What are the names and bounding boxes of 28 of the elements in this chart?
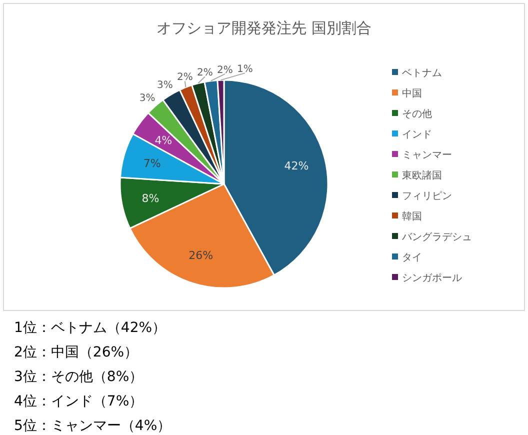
legend-label: インド xyxy=(402,130,432,140)
data-label: 42% xyxy=(284,159,309,172)
legend-label: バングラデシュ xyxy=(401,232,472,243)
data-label: 3% xyxy=(139,92,156,104)
chart-title: オフショア開発発注先 国別割合 xyxy=(156,19,372,37)
data-label: 1% xyxy=(237,64,253,76)
legend-label: 中国 xyxy=(402,88,422,100)
text: 2位：中国（26%） xyxy=(14,344,138,360)
data-label: 26% xyxy=(188,249,214,262)
text: 1位：ベトナム（42%） xyxy=(14,320,166,336)
legend-label: ベトナム xyxy=(402,68,442,79)
data-label: 2% xyxy=(217,64,233,76)
data-label: 7% xyxy=(143,157,161,170)
data-label: 3% xyxy=(157,80,173,92)
text: 5位：ミャンマー（4%） xyxy=(14,418,172,434)
data-label: 8% xyxy=(142,192,160,206)
legend-label: 東欧諸国 xyxy=(402,170,442,182)
data-label: 2% xyxy=(177,72,193,84)
legend-label: ミャンマー xyxy=(402,150,452,161)
data-label: 2% xyxy=(197,68,213,79)
text: 4位：インド（7%） xyxy=(14,394,144,410)
text: 3位：その他（8%） xyxy=(14,369,144,385)
legend-label: フィリピン xyxy=(402,191,452,202)
legend-label: タイ xyxy=(402,252,422,264)
legend-label: シンガポール xyxy=(402,273,462,284)
legend-label: 韓国 xyxy=(402,210,422,222)
data-label: 4% xyxy=(154,134,172,147)
legend-label: その他 xyxy=(402,108,432,120)
